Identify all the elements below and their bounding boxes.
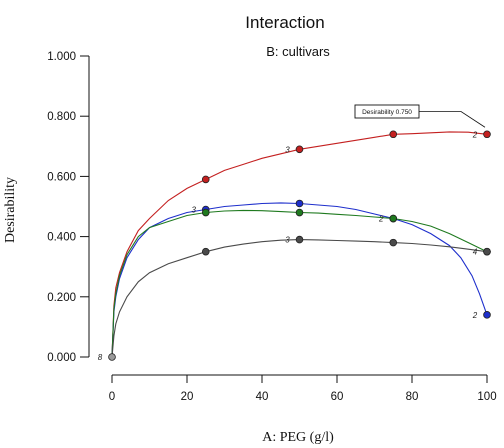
point-number-label: 2 <box>472 130 478 139</box>
point-number-label: 2 <box>378 215 384 224</box>
point-number-label: 3 <box>285 236 290 245</box>
series-curves <box>111 131 488 358</box>
series-3-point <box>295 208 304 217</box>
series-3-line <box>111 209 488 358</box>
series-1-point <box>201 175 210 184</box>
x-tick-label: 60 <box>331 391 344 403</box>
chart-title: Interaction <box>245 13 324 32</box>
x-tick-label: 0 <box>109 391 115 403</box>
y-tick-label: 0.600 <box>47 171 76 183</box>
desirability-annotation: Desirability 0.750 <box>354 104 486 128</box>
point-number-label: 2 <box>472 311 478 320</box>
x-tick-label: 100 <box>477 391 496 403</box>
series-2-point <box>295 199 304 208</box>
point-number-label: 4 <box>473 248 478 257</box>
point-number-label: 3 <box>285 145 290 154</box>
y-tick-label: 0.800 <box>47 111 76 123</box>
series-1-point <box>483 130 491 139</box>
axes: 0.000 0.200 0.400 0.600 0.800 1.000 0 20 40 60 80 1… <box>47 51 496 403</box>
series-1-point <box>389 130 398 139</box>
series-2-point <box>483 311 491 319</box>
chart-subtitle: B: cultivars <box>266 44 330 59</box>
series-3-point <box>201 208 210 217</box>
series-4-point <box>483 247 491 256</box>
series-points <box>108 130 491 361</box>
series-2-line <box>111 202 488 358</box>
x-tick-label: 20 <box>181 391 194 403</box>
series-1-line <box>111 131 488 358</box>
x-tick-label: 40 <box>256 391 269 403</box>
series-4-point <box>389 238 398 247</box>
y-tick-label: 0.000 <box>47 352 76 364</box>
series-3-point <box>389 214 398 223</box>
series-4-point <box>295 235 304 244</box>
annotation-box <box>354 104 420 119</box>
annotation-leader <box>419 111 486 128</box>
series-1-point <box>295 145 304 154</box>
series-4-line <box>111 239 488 358</box>
point-number-label: 3 <box>192 206 197 215</box>
series-4-point <box>201 247 210 256</box>
y-tick-label: 1.000 <box>47 51 76 63</box>
origin-point <box>108 353 116 361</box>
y-tick-label: 0.200 <box>47 292 76 304</box>
point-labels: 3 2 3 2 2 4 3 8 <box>98 130 478 362</box>
x-tick-label: 80 <box>406 391 419 403</box>
y-axis-label: Desirability <box>3 177 18 243</box>
annotation-text: Desirability 0.750 <box>362 109 412 116</box>
origin-point-label: 8 <box>98 353 103 362</box>
x-axis-label: A: PEG (g/l) <box>262 430 334 445</box>
y-tick-label: 0.400 <box>47 232 76 244</box>
